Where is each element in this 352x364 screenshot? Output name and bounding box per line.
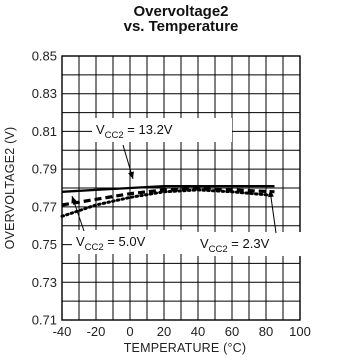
annotation-bg xyxy=(196,232,324,256)
y-tick-label: 0.85 xyxy=(32,49,57,64)
annotation-label-3: VCC2 = 2.3V xyxy=(200,236,270,255)
tick-labels: -40 -20 0 20 40 60 80 100 0.71 0.73 0.75 0.77 0.79 0.… xyxy=(32,49,311,340)
y-tick-label: 0.81 xyxy=(32,124,57,139)
annotation-label-1: VCC2 = 13.2V xyxy=(96,122,173,141)
x-tick-label: 80 xyxy=(259,324,273,339)
annotations: VCC2 = 13.2V VCC2 = 5.0V VCC2 = 2.3V xyxy=(71,118,324,256)
annotation-arrowhead xyxy=(71,196,78,204)
series-lines xyxy=(60,184,276,218)
plot-border xyxy=(61,55,301,321)
annotation-arrowhead xyxy=(268,190,274,198)
annotation-label-2: VCC2 = 5.0V xyxy=(76,234,146,253)
y-tick-label: 0.73 xyxy=(32,275,57,290)
x-tick-label: 20 xyxy=(157,324,171,339)
x-tick-label: 40 xyxy=(191,324,205,339)
chart-title-line-2: vs. Temperature xyxy=(124,18,239,35)
x-tick-label: -40 xyxy=(53,324,72,339)
series-line-2 xyxy=(61,186,275,207)
annotation-leader xyxy=(269,189,277,234)
grid xyxy=(62,56,300,320)
x-tick-label: -20 xyxy=(87,324,106,339)
x-tick-label: 60 xyxy=(225,324,239,339)
annotation-bg xyxy=(72,230,196,254)
annotation-arrowhead xyxy=(128,171,134,179)
x-axis-label: TEMPERATURE (°C) xyxy=(124,341,247,355)
x-tick-label: 0 xyxy=(126,324,133,339)
series-line-3 xyxy=(60,188,276,218)
y-tick-label: 0.79 xyxy=(32,162,57,177)
annotation-bg xyxy=(92,118,232,142)
y-tick-label: 0.71 xyxy=(32,313,57,328)
axis-labels: TEMPERATURE (°C) OVERVOLTAGE2 (V) xyxy=(3,127,246,355)
y-tick-label: 0.77 xyxy=(32,199,57,214)
plot-frame xyxy=(61,55,301,321)
x-tick-label: 100 xyxy=(289,324,311,339)
series-line-1 xyxy=(61,184,275,193)
y-axis-label: OVERVOLTAGE2 (V) xyxy=(3,127,17,250)
chart-title-line-1: Overvoltage2 xyxy=(133,3,228,20)
y-tick-label: 0.75 xyxy=(32,237,57,252)
y-tick-label: 0.83 xyxy=(32,86,57,101)
